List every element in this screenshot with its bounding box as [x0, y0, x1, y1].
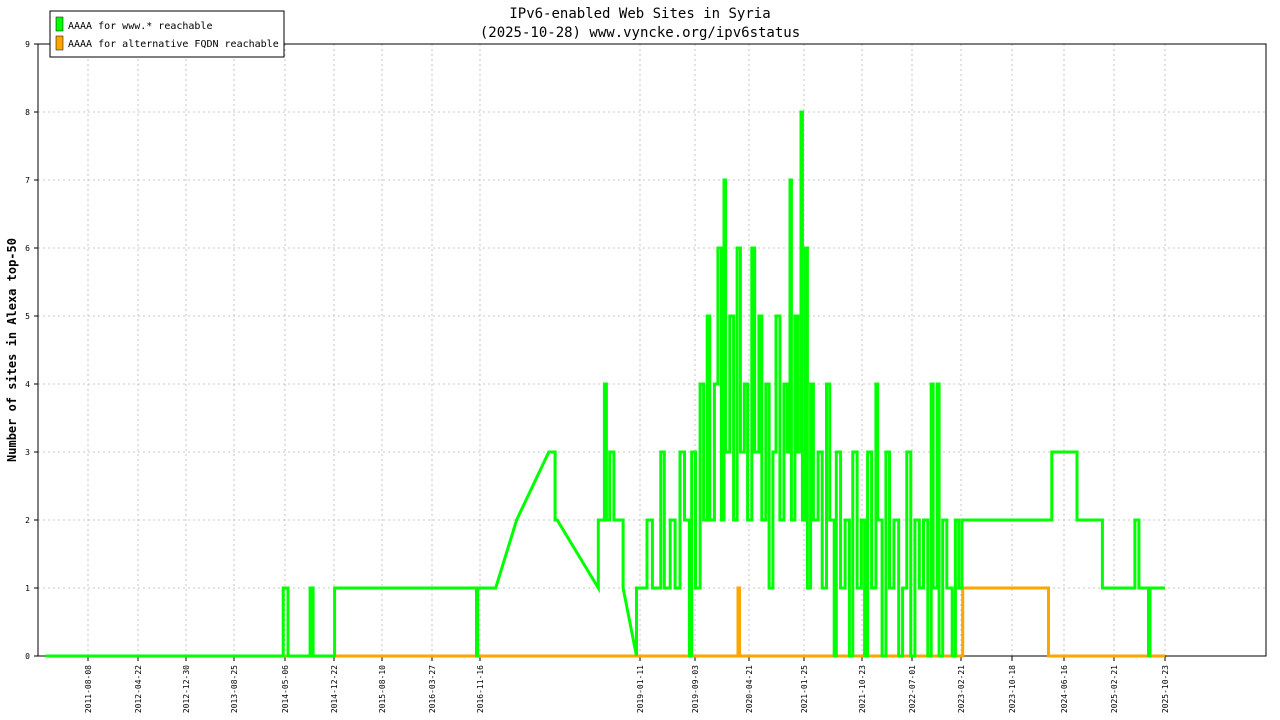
- y-tick-label: 8: [25, 108, 30, 117]
- x-tick-label: 2023-10-18: [1008, 665, 1017, 713]
- chart-subtitle: (2025-10-28) www.vyncke.org/ipv6status: [480, 25, 800, 41]
- y-tick-label: 3: [25, 448, 30, 457]
- legend-swatch-www: [55, 16, 64, 32]
- x-tick-label: 2019-01-11: [636, 665, 645, 713]
- y-tick-label: 5: [25, 312, 30, 321]
- y-tick-label: 2: [25, 516, 30, 525]
- axis-ticks: 0 1 2 3 4 5 6 7 8 9 2011-08-08 2012-04-22 2012-12-30…: [25, 40, 1170, 713]
- y-axis-title: Number of sites in Alexa top-50: [5, 238, 19, 462]
- x-tick-label: 2012-12-30: [182, 665, 191, 713]
- legend-label-www: AAAA for www.* reachable: [68, 21, 213, 32]
- x-tick-label: 2023-02-21: [957, 665, 966, 713]
- x-tick-label: 2016-11-16: [476, 665, 485, 713]
- y-tick-label: 1: [25, 584, 30, 593]
- x-tick-label: 2016-03-27: [428, 665, 437, 713]
- x-tick-label: 2025-02-21: [1110, 665, 1119, 713]
- x-tick-label: 2013-08-25: [230, 665, 239, 713]
- x-tick-label: 2025-10-23: [1161, 665, 1170, 713]
- legend-swatch-fqdn: [55, 35, 64, 51]
- series-layer: [45, 110, 1165, 658]
- x-tick-label: 2021-01-25: [800, 665, 809, 713]
- legend-label-fqdn: AAAA for alternative FQDN reachable: [68, 39, 279, 50]
- x-tick-label: 2015-08-10: [378, 665, 387, 713]
- x-tick-label: 2011-08-08: [84, 665, 93, 713]
- chart-title: IPv6-enabled Web Sites in Syria: [509, 6, 770, 22]
- x-tick-label: 2019-09-03: [691, 665, 700, 713]
- y-tick-label: 7: [25, 176, 30, 185]
- y-tick-label: 9: [25, 40, 30, 49]
- legend: AAAA for www.* reachable AAAA for altern…: [49, 10, 285, 58]
- series-line-www: [45, 110, 1165, 658]
- x-tick-label: 2022-07-01: [908, 665, 917, 713]
- x-tick-label: 2021-10-23: [858, 665, 867, 713]
- x-tick-label: 2014-05-06: [281, 665, 290, 713]
- x-tick-label: 2012-04-22: [134, 665, 143, 713]
- y-tick-label: 0: [25, 652, 30, 661]
- x-tick-label: 2014-12-22: [330, 665, 339, 713]
- y-tick-label: 6: [25, 244, 30, 253]
- y-tick-label: 4: [25, 380, 30, 389]
- x-tick-label: 2020-04-21: [745, 665, 754, 713]
- x-tick-label: 2024-06-16: [1060, 665, 1069, 713]
- legend-box: [49, 10, 285, 58]
